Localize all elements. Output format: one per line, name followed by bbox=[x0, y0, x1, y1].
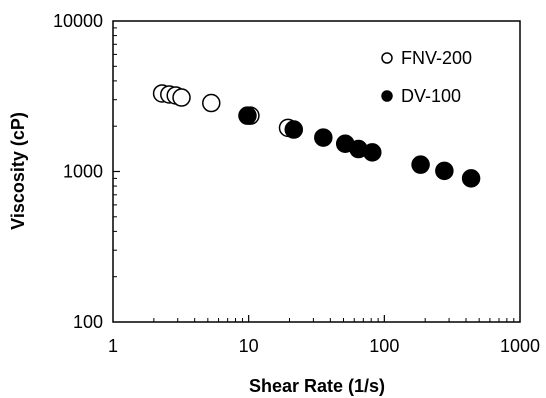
fnv-200-point bbox=[172, 88, 191, 107]
legend-label-fnv-200: FNV-200 bbox=[401, 48, 472, 68]
x-tick-label: 1 bbox=[108, 336, 118, 356]
y-tick-label: 1000 bbox=[63, 162, 103, 182]
dv-100-point bbox=[435, 161, 454, 181]
dv-100-point bbox=[461, 169, 481, 188]
dv-100-point bbox=[411, 155, 430, 174]
axes: 1 10 100 1000 100 1000 10000 bbox=[53, 11, 540, 356]
legend: FNV-200 DV-100 bbox=[381, 48, 472, 106]
legend-marker-fnv-200 bbox=[381, 52, 393, 64]
legend-label-dv-100: DV-100 bbox=[401, 86, 461, 106]
x-tick-label: 100 bbox=[369, 336, 399, 356]
dv-100-point bbox=[314, 128, 333, 147]
x-tick-label: 10 bbox=[239, 336, 259, 356]
y-tick-label: 10000 bbox=[53, 11, 103, 31]
data-marks bbox=[152, 84, 481, 188]
x-tick-label: 1000 bbox=[500, 336, 540, 356]
dv-100-point bbox=[238, 106, 257, 125]
fnv-200-point bbox=[202, 93, 221, 113]
x-axis-title: Shear Rate (1/s) bbox=[249, 376, 385, 396]
y-tick-label: 100 bbox=[73, 312, 103, 332]
legend-marker-dv-100 bbox=[381, 90, 393, 102]
dv-100-point bbox=[363, 143, 382, 162]
y-axis-title: Viscosity (cP) bbox=[8, 112, 28, 230]
dv-100-point bbox=[284, 120, 304, 139]
